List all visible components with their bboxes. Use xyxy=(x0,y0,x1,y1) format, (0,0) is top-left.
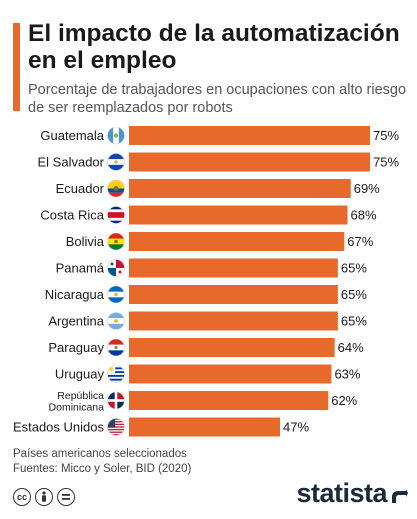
ecuador-flag-icon xyxy=(107,179,125,198)
value-label: 65% xyxy=(341,314,367,329)
value-label: 64% xyxy=(338,340,364,355)
bar xyxy=(129,179,351,198)
bar xyxy=(129,391,329,410)
value-label: 65% xyxy=(341,261,367,276)
united-states-flag-icon xyxy=(107,418,125,436)
statista-logo-icon xyxy=(392,489,408,503)
category-label: Paraguay xyxy=(48,340,104,355)
el-salvador-flag-icon xyxy=(107,153,125,171)
bar xyxy=(129,126,370,145)
bar xyxy=(129,152,370,172)
chart-title: El impacto de la automatización en el em… xyxy=(28,20,400,74)
creative-commons-icon: cc xyxy=(13,488,31,506)
bar xyxy=(129,232,345,251)
value-label: 67% xyxy=(347,234,373,249)
bar xyxy=(129,417,281,437)
category-label: Bolivia xyxy=(66,234,105,249)
no-derivatives-icon xyxy=(57,488,75,506)
footnote-source: Fuentes: Micco y Soler, BID (2020) xyxy=(13,463,192,475)
value-label: 65% xyxy=(341,287,367,302)
bar xyxy=(129,311,338,331)
bar xyxy=(129,258,338,278)
license-icons: cc xyxy=(13,488,75,506)
category-label: Uruguay xyxy=(55,367,105,382)
value-label: 69% xyxy=(354,181,380,196)
bar xyxy=(129,205,348,225)
bar xyxy=(129,338,335,357)
uruguay-flag-icon xyxy=(107,365,125,383)
chart-subtitle: Porcentaje de trabajadores en ocupacione… xyxy=(28,82,407,116)
value-label: 75% xyxy=(373,128,399,143)
category-label: Ecuador xyxy=(56,181,105,196)
value-label: 62% xyxy=(331,393,357,408)
bar xyxy=(129,364,332,384)
statista-logo[interactable]: statista xyxy=(296,478,387,508)
title-accent-bar xyxy=(13,23,20,111)
value-label: 68% xyxy=(351,208,377,223)
guatemala-flag-icon xyxy=(107,126,125,145)
costa-rica-flag-icon xyxy=(107,206,125,224)
category-label: Nicaragua xyxy=(45,287,105,302)
category-label: República Dominicana xyxy=(49,390,105,414)
footnote-note: Países americanos seleccionados xyxy=(13,448,187,460)
value-label: 47% xyxy=(283,420,309,435)
dominican-republic-flag-icon xyxy=(107,391,125,410)
paraguay-flag-icon xyxy=(107,338,125,357)
bar xyxy=(129,285,338,304)
category-label: Estados Unidos xyxy=(13,420,105,435)
category-label: Guatemala xyxy=(40,128,104,143)
value-label: 63% xyxy=(334,367,360,382)
argentina-flag-icon xyxy=(107,312,125,330)
panama-flag-icon xyxy=(107,259,125,277)
category-label: El Salvador xyxy=(38,155,105,170)
value-label: 75% xyxy=(373,155,399,170)
category-label: Panamá xyxy=(56,261,105,276)
nicaragua-flag-icon xyxy=(107,285,125,304)
attribution-icon xyxy=(35,488,53,506)
category-label: Costa Rica xyxy=(40,208,104,223)
category-label: Argentina xyxy=(48,314,104,329)
bolivia-flag-icon xyxy=(107,232,125,251)
